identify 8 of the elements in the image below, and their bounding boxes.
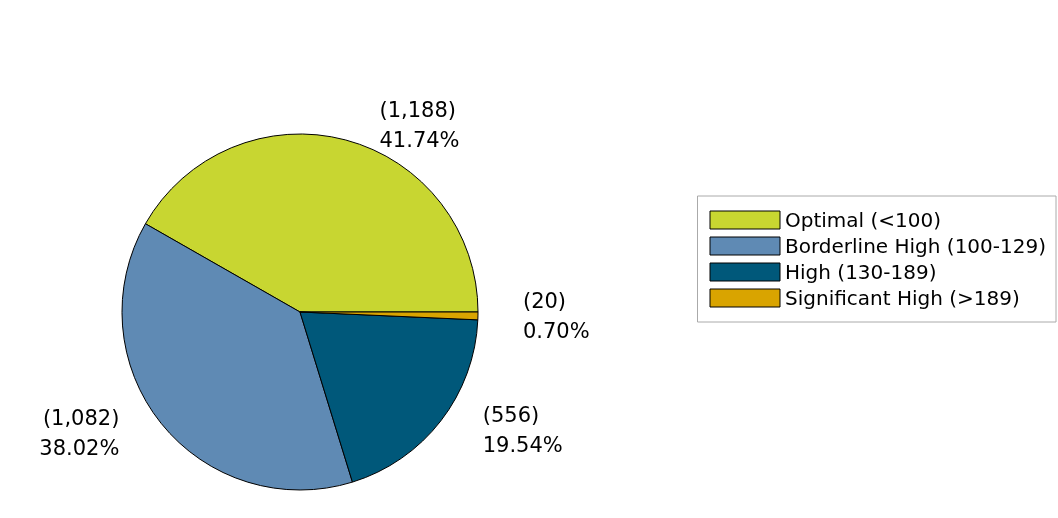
data-label: (1,082) 38.02% [39, 405, 120, 460]
data-label: (556) 19.54% [482, 403, 563, 458]
legend-label: Optimal (<100) [785, 208, 942, 232]
data-label: (1,188) 41.74% [379, 98, 460, 153]
legend-label: High (130-189) [785, 260, 937, 284]
data-label: (20) 0.70% [522, 289, 590, 344]
legend-label: Significant High (>189) [785, 286, 1020, 310]
legend-label: Borderline High (100-129) [785, 234, 1046, 258]
